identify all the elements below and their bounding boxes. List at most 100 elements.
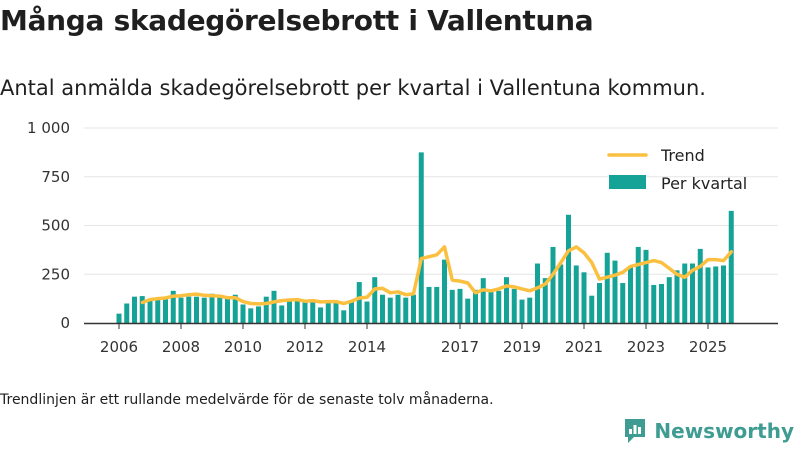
x-tick-label: 2017 <box>441 338 479 356</box>
bar <box>287 299 292 323</box>
bar <box>349 300 354 323</box>
brand-name: Newsworthy <box>654 419 794 443</box>
chart-title: Många skadegörelsebrott i Vallentuna <box>0 4 594 37</box>
legend-bar-label: Per kvartal <box>661 174 747 193</box>
chart-plot: 0 250 500 750 1 000 2006 2008 2010 2012 2014 2017… <box>27 119 778 356</box>
bar <box>139 296 145 323</box>
bar <box>659 284 664 323</box>
bar <box>132 296 137 323</box>
bar <box>201 297 207 323</box>
bar <box>643 249 649 323</box>
bar <box>294 300 300 323</box>
legend-bar-swatch <box>609 175 646 189</box>
x-tick-label: 2014 <box>348 338 386 356</box>
newsworthy-logo-icon <box>625 419 646 443</box>
x-tick-label: 2010 <box>224 338 262 356</box>
bar-series <box>116 152 734 323</box>
bar <box>573 265 579 323</box>
bar <box>713 266 719 323</box>
bar <box>341 310 347 323</box>
bar <box>589 295 595 323</box>
bar <box>519 299 525 323</box>
x-tick-label: 2025 <box>689 338 727 356</box>
trend-series <box>140 245 734 306</box>
x-axis-ticks: 2006 2008 2010 2012 2014 2017 2019 2021 2023 2025 <box>100 323 727 356</box>
bar <box>426 286 432 323</box>
x-tick-label: 2023 <box>627 338 665 356</box>
footnote: Trendlinjen är ett rullande medelvärde f… <box>0 392 494 408</box>
trend-line <box>140 245 734 306</box>
bar <box>651 284 657 323</box>
bar <box>271 290 277 323</box>
bar <box>465 298 471 323</box>
bar <box>604 252 610 323</box>
bar <box>411 294 416 323</box>
bar <box>581 272 587 323</box>
bar <box>721 265 726 323</box>
y-tick-label: 1 000 <box>27 119 70 137</box>
bar <box>705 267 711 323</box>
bar <box>542 278 548 323</box>
bar <box>635 246 641 323</box>
bar <box>380 294 385 323</box>
grid-lines <box>84 127 778 275</box>
x-tick-label: 2008 <box>162 338 200 356</box>
bar <box>690 263 695 323</box>
bar <box>232 294 238 323</box>
bar <box>442 259 447 323</box>
legend: Trend Per kvartal <box>607 146 747 193</box>
bar <box>178 297 184 323</box>
y-tick-label: 750 <box>41 168 70 186</box>
bar <box>620 283 626 323</box>
bar <box>163 298 168 323</box>
bar <box>728 210 734 323</box>
bar <box>356 282 362 323</box>
bar <box>225 298 230 323</box>
x-tick-label: 2021 <box>565 338 603 356</box>
bar <box>682 263 688 323</box>
bar <box>124 303 130 323</box>
bar <box>488 290 494 323</box>
bar <box>194 296 199 323</box>
bar <box>310 299 316 323</box>
bar <box>209 293 215 323</box>
x-tick-label: 2012 <box>286 338 324 356</box>
bar <box>473 289 478 323</box>
y-axis-ticks: 0 250 500 750 1 000 <box>27 119 70 332</box>
bar <box>240 304 246 323</box>
x-tick-label: 2006 <box>100 338 138 356</box>
bar <box>372 277 378 323</box>
bar <box>364 301 370 323</box>
x-tick-label: 2019 <box>503 338 541 356</box>
bar <box>628 266 633 323</box>
bar <box>449 289 455 323</box>
bar <box>387 297 393 323</box>
bar <box>116 313 122 323</box>
y-tick-label: 500 <box>41 217 70 235</box>
bar <box>217 296 223 323</box>
bar <box>333 300 339 323</box>
bar <box>511 288 517 323</box>
bar <box>395 294 401 323</box>
bar <box>666 277 672 323</box>
bar <box>325 302 331 323</box>
bar <box>318 307 323 323</box>
bar <box>597 283 602 323</box>
y-tick-label: 0 <box>60 314 70 332</box>
bar <box>550 246 556 323</box>
bar <box>263 296 269 323</box>
bar <box>697 248 703 323</box>
bar <box>504 277 509 323</box>
y-tick-label: 250 <box>41 265 70 283</box>
bar <box>170 290 176 323</box>
bar <box>302 302 308 323</box>
brand[interactable]: Newsworthy <box>623 418 794 444</box>
bar <box>558 264 564 323</box>
bar <box>566 214 571 323</box>
bar <box>186 296 192 323</box>
bar <box>612 260 618 323</box>
bar <box>403 297 409 323</box>
bar <box>434 286 440 323</box>
bar <box>147 299 153 323</box>
bar <box>155 298 161 323</box>
